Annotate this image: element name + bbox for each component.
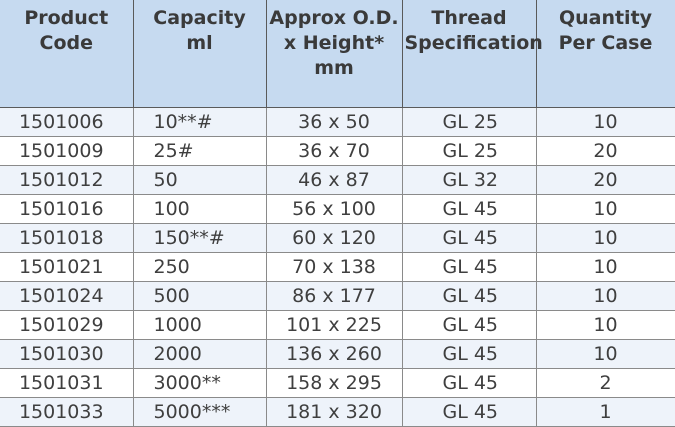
cell-capacity: 100 — [133, 194, 267, 224]
cell-quantity: 20 — [536, 165, 675, 195]
cell-thread: GL 45 — [402, 281, 537, 311]
cell-thread: GL 25 — [402, 107, 537, 137]
cell-capacity: 250 — [133, 252, 267, 282]
cell-capacity: 2000 — [133, 339, 267, 369]
cell-quantity: 1 — [536, 397, 675, 427]
cell-product-code: 1501016 — [0, 194, 134, 224]
cell-product-code: 1501012 — [0, 165, 134, 195]
cell-capacity: 500 — [133, 281, 267, 311]
table-row: 1501012 50 46 x 87 GL 32 20 — [0, 165, 675, 195]
cell-capacity: 5000*** — [133, 397, 267, 427]
cell-dimensions: 56 x 100 — [266, 194, 403, 224]
cell-quantity: 10 — [536, 310, 675, 340]
header-line: ml — [186, 32, 213, 54]
cell-quantity: 10 — [536, 339, 675, 369]
cell-product-code: 1501024 — [0, 281, 134, 311]
cell-product-code: 1501033 — [0, 397, 134, 427]
cell-dimensions: 101 x 225 — [266, 310, 403, 340]
cell-capacity: 3000** — [133, 368, 267, 398]
header-line: Capacity — [153, 7, 246, 29]
cell-thread: GL 45 — [402, 339, 537, 369]
header-line: Product — [24, 7, 109, 29]
header-product-code: Product Code — [0, 0, 134, 108]
cell-quantity: 2 — [536, 368, 675, 398]
header-thread: Thread Specification — [402, 0, 543, 108]
cell-thread: GL 45 — [402, 368, 537, 398]
cell-capacity: 25# — [133, 136, 267, 166]
table-row: 1501018 150**# 60 x 120 GL 45 10 — [0, 223, 675, 253]
cell-product-code: 1501009 — [0, 136, 134, 166]
cell-thread: GL 45 — [402, 194, 537, 224]
cell-thread: GL 25 — [402, 136, 537, 166]
header-row: Product Code Capacity ml Approx O.D. x H… — [0, 0, 675, 108]
cell-thread: GL 32 — [402, 165, 537, 195]
header-capacity: Capacity ml — [133, 0, 267, 108]
header-line: Approx O.D. — [269, 7, 399, 29]
header-line: Per Case — [558, 32, 653, 54]
table-row: 1501009 25# 36 x 70 GL 25 20 — [0, 136, 675, 166]
cell-dimensions: 36 x 50 — [266, 107, 403, 137]
cell-dimensions: 158 x 295 — [266, 368, 403, 398]
cell-capacity: 150**# — [133, 223, 267, 253]
cell-dimensions: 136 x 260 — [266, 339, 403, 369]
table-row: 1501016 100 56 x 100 GL 45 10 — [0, 194, 675, 224]
header-dimensions: Approx O.D. x Height* mm — [266, 0, 403, 108]
cell-quantity: 10 — [536, 252, 675, 282]
cell-quantity: 10 — [536, 194, 675, 224]
cell-quantity: 10 — [536, 281, 675, 311]
cell-dimensions: 181 x 320 — [266, 397, 403, 427]
cell-product-code: 1501021 — [0, 252, 134, 282]
table-row: 1501031 3000** 158 x 295 GL 45 2 — [0, 368, 675, 398]
table-row: 1501006 10**# 36 x 50 GL 25 10 — [0, 107, 675, 137]
cell-quantity: 10 — [536, 223, 675, 253]
cell-product-code: 1501006 — [0, 107, 134, 137]
cell-dimensions: 46 x 87 — [266, 165, 403, 195]
cell-quantity: 10 — [536, 107, 675, 137]
cell-dimensions: 60 x 120 — [266, 223, 403, 253]
cell-dimensions: 86 x 177 — [266, 281, 403, 311]
cell-capacity: 1000 — [133, 310, 267, 340]
cell-quantity: 20 — [536, 136, 675, 166]
cell-product-code: 1501030 — [0, 339, 134, 369]
table-row: 1501024 500 86 x 177 GL 45 10 — [0, 281, 675, 311]
table-row: 1501021 250 70 x 138 GL 45 10 — [0, 252, 675, 282]
table-row: 1501033 5000*** 181 x 320 GL 45 1 — [0, 397, 675, 427]
cell-product-code: 1501029 — [0, 310, 134, 340]
cell-thread: GL 45 — [402, 252, 537, 282]
table-row: 1501029 1000 101 x 225 GL 45 10 — [0, 310, 675, 340]
cell-thread: GL 45 — [402, 310, 537, 340]
cell-capacity: 50 — [133, 165, 267, 195]
table-row: 1501030 2000 136 x 260 GL 45 10 — [0, 339, 675, 369]
header-line: Specification — [404, 32, 543, 54]
header-line: Thread — [431, 7, 507, 29]
header-quantity: Quantity Per Case — [536, 0, 675, 108]
header-line: x Height* — [283, 32, 385, 54]
cell-capacity: 10**# — [133, 107, 267, 137]
cell-dimensions: 36 x 70 — [266, 136, 403, 166]
cell-thread: GL 45 — [402, 397, 537, 427]
header-line: Code — [39, 32, 93, 54]
cell-product-code: 1501031 — [0, 368, 134, 398]
cell-product-code: 1501018 — [0, 223, 134, 253]
cell-thread: GL 45 — [402, 223, 537, 253]
header-line: mm — [314, 57, 354, 79]
cell-dimensions: 70 x 138 — [266, 252, 403, 282]
header-line: Quantity — [558, 7, 653, 29]
